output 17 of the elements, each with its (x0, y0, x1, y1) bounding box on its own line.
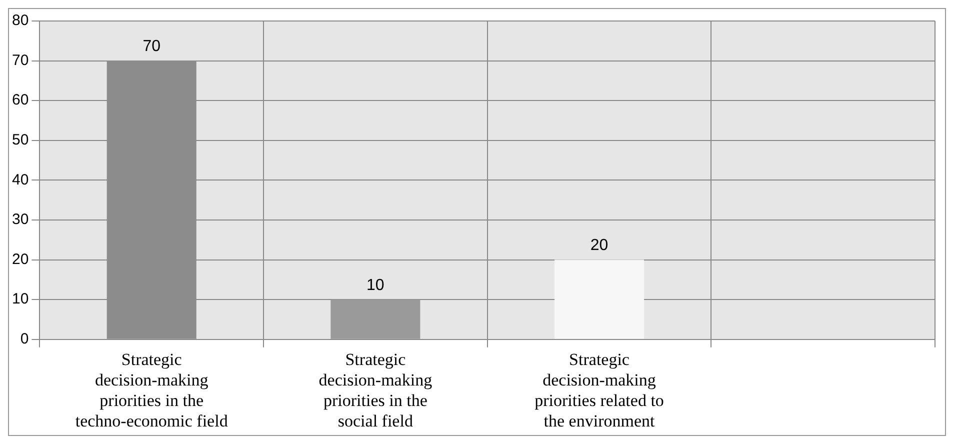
y-tick-label: 0 (20, 330, 29, 348)
y-tick-label: 70 (12, 52, 29, 69)
y-tick-label: 30 (12, 211, 29, 228)
bar (330, 300, 420, 339)
x-tick-label: Strategic decision-making priorities in the social field (318, 350, 433, 430)
data-label: 20 (590, 237, 608, 254)
data-label: 70 (142, 38, 161, 56)
y-tick-label: 20 (12, 250, 29, 268)
y-tick-label: 10 (12, 290, 29, 308)
y-tick-label: 50 (12, 132, 29, 149)
y-tick-label: 40 (12, 171, 29, 188)
y-tick-label: 60 (12, 92, 29, 109)
data-label: 10 (366, 277, 384, 294)
y-tick-label: 80 (12, 12, 29, 30)
bar (554, 260, 644, 339)
x-tick-label: Strategic decision-making priorities related to the environment (534, 350, 664, 430)
x-tick-label: Strategic decision-making priorities in the techno-economic field (75, 350, 228, 430)
